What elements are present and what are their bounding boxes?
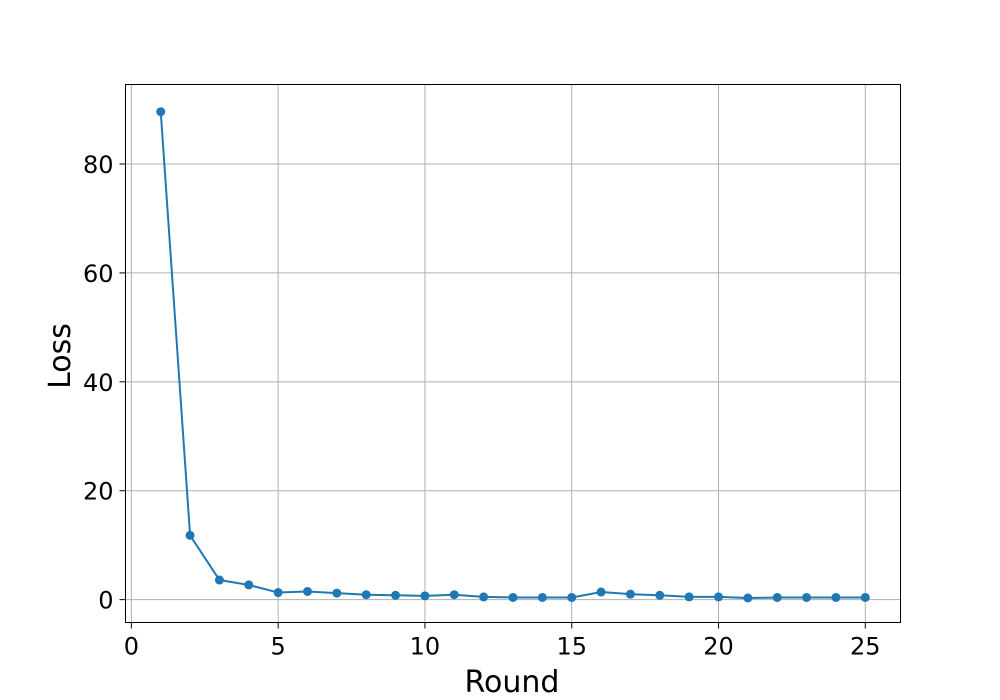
data-point xyxy=(508,592,518,602)
data-point xyxy=(156,107,166,117)
data-point xyxy=(743,593,753,603)
y-tick-label: 0 xyxy=(98,587,113,615)
data-point xyxy=(625,589,635,599)
data-point xyxy=(332,588,342,598)
data-point xyxy=(860,592,870,602)
data-point xyxy=(655,590,665,600)
y-tick-label: 80 xyxy=(83,151,114,179)
data-point xyxy=(214,575,224,585)
ticks: 0 5 10 15 20 25 0 20 40 60 80 xyxy=(83,151,881,660)
data-point xyxy=(244,580,254,590)
data-point xyxy=(391,590,401,600)
x-tick-label: 5 xyxy=(271,633,286,661)
data-point xyxy=(802,592,812,602)
data-point xyxy=(449,590,459,600)
x-tick-label: 10 xyxy=(410,633,441,661)
data-point xyxy=(303,586,313,596)
data-point xyxy=(273,588,283,598)
grid xyxy=(125,84,901,623)
data-point xyxy=(596,587,606,597)
data-point xyxy=(831,592,841,602)
data-point xyxy=(479,592,489,602)
x-axis-label: Round xyxy=(465,665,560,700)
series-layer xyxy=(156,107,870,603)
y-axis-label: Loss xyxy=(43,323,78,389)
x-tick-label: 25 xyxy=(850,633,881,661)
data-point xyxy=(567,592,577,602)
series-line xyxy=(159,111,866,600)
data-point xyxy=(713,592,723,602)
plot-frame xyxy=(125,84,901,623)
data-point xyxy=(772,592,782,602)
data-point xyxy=(537,592,547,602)
data-point xyxy=(361,590,371,600)
x-tick-label: 20 xyxy=(703,633,734,661)
data-point xyxy=(684,592,694,602)
y-tick-label: 20 xyxy=(83,478,114,506)
x-tick-label: 15 xyxy=(556,633,587,661)
data-point xyxy=(420,591,430,601)
y-tick-label: 60 xyxy=(83,260,114,288)
x-tick-label: 0 xyxy=(124,633,139,661)
data-point xyxy=(185,530,195,540)
y-tick-label: 40 xyxy=(83,369,114,397)
